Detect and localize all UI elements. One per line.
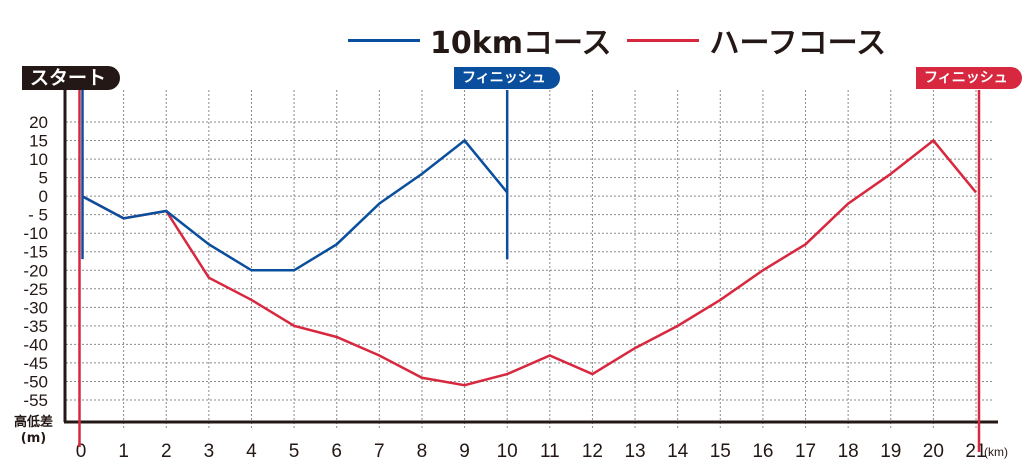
- y-tick-label: -30: [23, 298, 48, 317]
- x-tick-label: 13: [624, 441, 645, 462]
- x-tick-label: 10: [497, 441, 518, 462]
- y-tick-label: -35: [23, 317, 48, 336]
- y-tick-label: -45: [23, 354, 48, 373]
- y-tick-label: -15: [23, 243, 48, 262]
- x-tick-label: 5: [289, 441, 300, 462]
- y-tick-label: -10: [23, 224, 48, 243]
- x-tick-label: 8: [417, 441, 428, 462]
- y-tick-label: - 5: [28, 206, 48, 225]
- x-tick-label: 11: [540, 441, 560, 462]
- y-tick-label: 0: [39, 187, 48, 206]
- legend-label-10km: 10kmコース: [430, 26, 612, 61]
- legend-label-half: ハーフコース: [709, 26, 887, 61]
- x-tick-label: 7: [374, 441, 385, 462]
- x-tick-label: 17: [795, 441, 816, 462]
- x-unit-label: (km): [984, 445, 1008, 459]
- x-tick-label: 14: [667, 441, 689, 462]
- x-tick-label: 18: [838, 441, 859, 462]
- start-flag: スタート: [22, 66, 121, 90]
- x-tick-label: 3: [204, 441, 215, 462]
- y-axis-label-text: 高低差: [14, 415, 54, 430]
- x-tick-label: 9: [459, 441, 470, 462]
- y-tick-label: -55: [23, 391, 48, 410]
- x-tick-label: 1: [118, 441, 129, 462]
- y-tick-label: 15: [29, 132, 48, 151]
- y-axis-label: 高低差 (m): [14, 415, 53, 447]
- finish-flag-half: フィニッシュ: [916, 67, 1022, 89]
- legend-swatch-10km: [348, 38, 420, 42]
- x-tick-label: 21: [965, 441, 986, 462]
- x-axis-ticks: 0 1 2 3 4 5 6 7 8 9 10 11 12 13 14 15 16 17 18 19 20 21: [76, 441, 987, 462]
- y-tick-label: -40: [23, 335, 48, 354]
- legend: 10kmコース ハーフコース: [348, 18, 902, 62]
- 10km-course-line: [81, 138, 509, 272]
- x-tick-label: 15: [710, 441, 731, 462]
- x-tick-label: 16: [752, 441, 773, 462]
- legend-swatch-half: [627, 38, 700, 42]
- y-tick-label: 20: [29, 113, 48, 132]
- y-tick-label: 5: [39, 169, 48, 188]
- half-course-line: [81, 138, 977, 387]
- y-axis-label-unit: (m): [20, 431, 47, 446]
- x-tick-label: 2: [161, 441, 172, 462]
- x-tick-label: 6: [331, 441, 342, 462]
- y-tick-label: -25: [23, 280, 48, 299]
- x-tick-label: 12: [582, 441, 603, 462]
- finish-flag-10km: フィニッシュ: [454, 67, 560, 89]
- grid-lines: [66, 90, 992, 430]
- x-tick-label: 20: [923, 441, 944, 462]
- legend-item-half: ハーフコース: [627, 18, 886, 62]
- x-tick-label: 19: [880, 441, 901, 462]
- x-tick-label: 4: [246, 441, 257, 462]
- y-tick-label: -50: [23, 372, 48, 391]
- legend-item-10km: 10kmコース: [348, 18, 611, 62]
- start-finish-markers: [78, 88, 981, 452]
- y-tick-label: -20: [23, 261, 48, 280]
- x-tick-label: 0: [76, 441, 87, 462]
- y-tick-label: 10: [29, 150, 48, 169]
